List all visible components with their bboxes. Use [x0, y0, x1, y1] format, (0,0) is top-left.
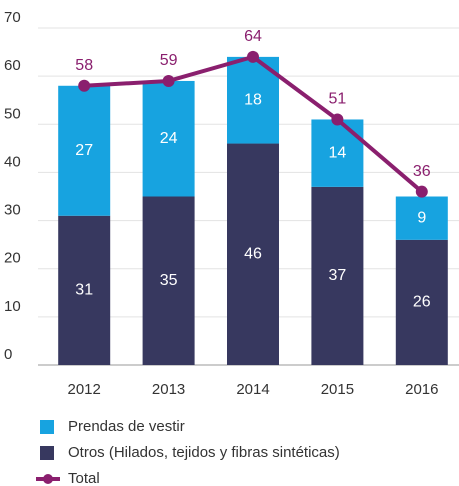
- data-label: 18: [244, 91, 262, 108]
- bar-segment: [311, 186, 364, 365]
- data-label: 26: [413, 294, 431, 311]
- legend-swatch: [40, 420, 54, 434]
- total-marker: [415, 185, 428, 198]
- bar-segment: [58, 215, 111, 365]
- y-tick-label: 40: [4, 153, 21, 170]
- data-label: 14: [329, 144, 347, 161]
- x-tick-label: 2012: [68, 381, 101, 398]
- total-marker: [162, 74, 175, 87]
- data-label: 58: [75, 57, 93, 74]
- bar-segment: [58, 85, 111, 216]
- total-marker: [78, 79, 91, 92]
- data-label: 37: [329, 267, 347, 284]
- data-label: 24: [160, 130, 178, 147]
- y-tick-label: 10: [4, 298, 21, 315]
- data-label: 27: [75, 142, 93, 159]
- legend-label: Total: [68, 470, 100, 486]
- y-tick-label: 0: [4, 346, 12, 363]
- bar-segment: [395, 239, 448, 365]
- y-tick-label: 70: [4, 9, 21, 26]
- x-tick-label: 2015: [321, 381, 354, 398]
- bar-segment: [311, 119, 364, 187]
- y-tick-label: 50: [4, 105, 21, 122]
- legend-label: Otros (Hilados, tejidos y fibras sintéti…: [68, 444, 340, 461]
- total-marker: [331, 113, 344, 126]
- data-label: 51: [329, 91, 347, 108]
- x-tick-label: 2014: [236, 381, 269, 398]
- legend-marker: [43, 474, 53, 484]
- bar-segment: [395, 196, 448, 240]
- data-label: 64: [244, 28, 262, 45]
- data-label: 46: [244, 245, 262, 262]
- data-label: 31: [75, 282, 93, 299]
- y-tick-label: 30: [4, 202, 21, 219]
- total-marker: [247, 50, 259, 63]
- bar-segment: [227, 143, 279, 365]
- x-tick-label: 2013: [152, 381, 185, 398]
- legend-label: Prendas de vestir: [68, 418, 185, 435]
- data-label: 35: [160, 272, 178, 289]
- bar-segment: [142, 80, 195, 197]
- y-tick-label: 20: [4, 250, 21, 267]
- x-tick-label: 2016: [405, 381, 438, 398]
- legend-swatch: [40, 446, 54, 460]
- data-label: 36: [413, 163, 431, 180]
- y-tick-label: 60: [4, 57, 21, 74]
- data-label: 9: [417, 209, 426, 226]
- data-label: 59: [160, 52, 178, 69]
- bar-segment: [142, 196, 195, 365]
